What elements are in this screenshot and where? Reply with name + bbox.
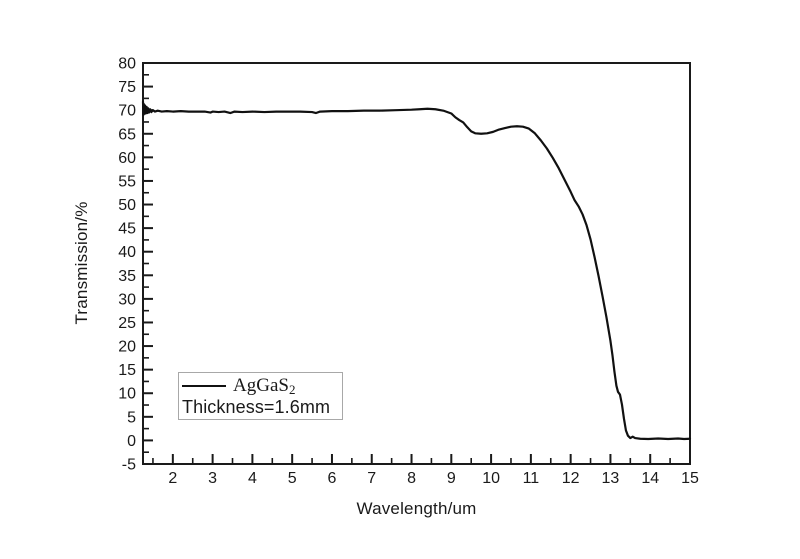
legend-series-formula: AgGaS xyxy=(233,374,289,396)
transmission-curve xyxy=(141,100,692,441)
y-tick-label: 75 xyxy=(118,79,136,96)
y-tick-label: 10 xyxy=(118,386,136,403)
y-tick-label: 60 xyxy=(118,150,136,167)
y-tick-label: 0 xyxy=(127,433,136,450)
legend-line-sample xyxy=(182,385,226,387)
legend-series-formula-subscript: 2 xyxy=(288,381,296,397)
x-tick-label: 7 xyxy=(367,470,376,487)
x-tick-label: 11 xyxy=(523,470,540,487)
x-tick-label: 2 xyxy=(168,470,177,487)
legend-box: AgGaS2 Thickness=1.6mm xyxy=(178,372,343,420)
y-tick-label: 20 xyxy=(118,339,136,356)
x-tick-label: 13 xyxy=(602,470,620,487)
x-tick-label: 4 xyxy=(248,470,257,487)
y-tick-label: 50 xyxy=(118,197,136,214)
x-tick-label: 12 xyxy=(562,470,580,487)
x-tick-label: 5 xyxy=(288,470,297,487)
x-tick-label: 14 xyxy=(641,470,659,487)
x-tick-label: 8 xyxy=(407,470,416,487)
plot-frame xyxy=(142,62,691,465)
y-tick-label: -5 xyxy=(122,457,136,474)
y-tick-label: 45 xyxy=(118,221,136,238)
y-tick-label: 55 xyxy=(118,173,136,190)
legend-series-label: AgGaS2 xyxy=(233,374,296,397)
y-tick-label: 15 xyxy=(118,362,136,379)
x-tick-label: 6 xyxy=(328,470,337,487)
x-tick-label: 3 xyxy=(208,470,217,487)
y-tick-label: 40 xyxy=(118,244,136,261)
y-tick-label: 70 xyxy=(118,103,136,120)
x-axis-label: Wavelength/um xyxy=(356,499,477,518)
y-tick-label: 30 xyxy=(118,291,136,308)
legend-thickness-label: Thickness=1.6mm xyxy=(182,397,331,417)
x-tick-label: 9 xyxy=(447,470,456,487)
y-tick-label: 5 xyxy=(127,409,136,426)
y-tick-label: 80 xyxy=(118,56,136,73)
y-tick-label: 25 xyxy=(118,315,136,332)
legend-series-row: AgGaS2 xyxy=(182,375,342,397)
y-tick-label: 65 xyxy=(118,126,136,143)
y-tick-label: 35 xyxy=(118,268,136,285)
y-axis-label: Transmission/% xyxy=(72,201,91,325)
x-tick-label: 15 xyxy=(681,470,699,487)
x-tick-label: 10 xyxy=(482,470,500,487)
